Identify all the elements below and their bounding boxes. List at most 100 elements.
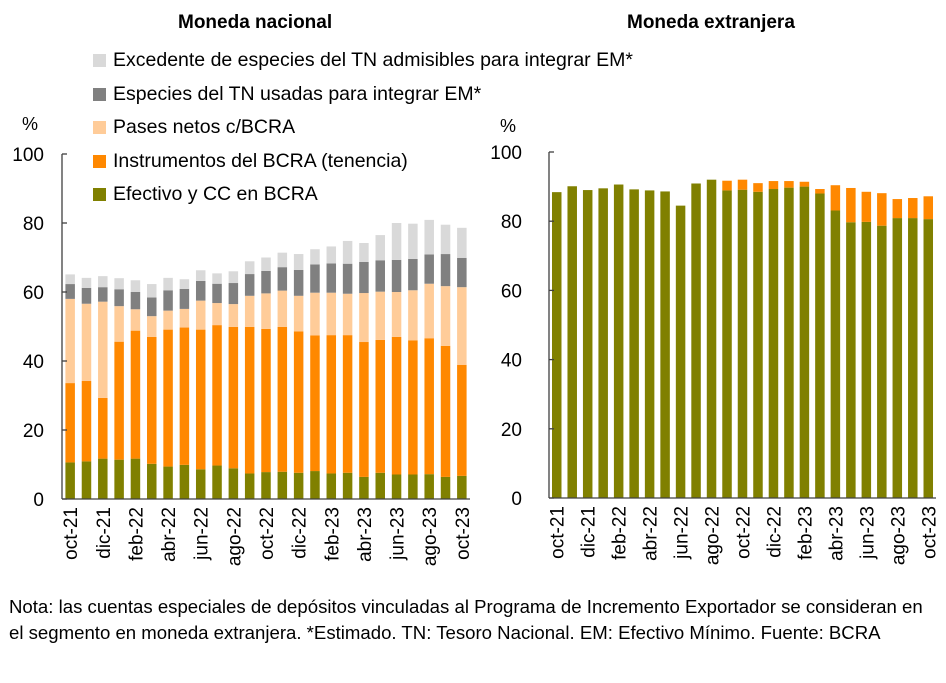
bar-nacional-feb-22-s4 bbox=[130, 280, 141, 292]
bar-extranjera-ene-22-s0 bbox=[598, 188, 608, 498]
bar-nacional-may-22-s2 bbox=[179, 308, 190, 328]
bar-nacional-nov-21-s3 bbox=[81, 287, 92, 304]
bar-extranjera-feb-22-s0 bbox=[613, 184, 624, 498]
bar-extranjera-ago-23-s0 bbox=[892, 218, 903, 498]
bar-nacional-dic-22-s1 bbox=[293, 331, 304, 473]
bar-extranjera-abr-22-s0 bbox=[644, 190, 655, 498]
bar-extranjera-dic-22-s1 bbox=[768, 181, 779, 190]
y-tick-label-extranjera-60: 60 bbox=[501, 281, 522, 302]
x-tick-label-nacional-oct-21: oct-21 bbox=[61, 507, 82, 560]
bar-nacional-ene-22-s2 bbox=[114, 306, 124, 342]
bar-extranjera-mar-23-s1 bbox=[815, 189, 825, 194]
bar-nacional-dic-22-s2 bbox=[293, 295, 304, 332]
bar-extranjera-may-22-s0 bbox=[660, 191, 670, 498]
legend-swatch bbox=[93, 154, 106, 168]
bar-extranjera-nov-21-s0 bbox=[567, 186, 577, 498]
bar-nacional-sep-23-s0 bbox=[440, 476, 451, 499]
y-tick-label-extranjera-80: 80 bbox=[501, 212, 522, 233]
bar-extranjera-oct-22-s0 bbox=[737, 189, 748, 498]
bar-nacional-ago-23-s3 bbox=[424, 254, 434, 284]
bar-extranjera-may-23-s1 bbox=[846, 187, 856, 223]
x-tick-label-nacional-ago-23: ago-23 bbox=[420, 507, 441, 566]
x-tick-label-extranjera-oct-21: oct-21 bbox=[548, 506, 569, 559]
bar-extranjera-dic-21-s0 bbox=[582, 190, 593, 498]
bar-nacional-mar-22-s2 bbox=[147, 316, 157, 337]
legend-label: Pases netos c/BCRA bbox=[113, 116, 296, 139]
bar-nacional-ene-22-s1 bbox=[114, 341, 124, 460]
bar-nacional-jul-22-s0 bbox=[212, 465, 222, 499]
bar-nacional-dic-21-s1 bbox=[98, 397, 108, 459]
bar-nacional-jul-22-s3 bbox=[212, 283, 222, 304]
bar-nacional-may-22-s1 bbox=[179, 327, 190, 465]
legend-swatch bbox=[93, 121, 106, 135]
legend-item-excedente: Excedente de especies del TN admisibles … bbox=[93, 44, 633, 78]
bar-nacional-jun-22-s0 bbox=[195, 469, 206, 499]
bar-nacional-abr-22-s4 bbox=[163, 277, 173, 291]
bar-nacional-dic-22-s0 bbox=[293, 472, 304, 499]
y-axis-unit-left: % bbox=[22, 114, 39, 134]
bar-extranjera-sep-22-s1 bbox=[722, 180, 732, 191]
bar-nacional-abr-23-s3 bbox=[359, 261, 369, 294]
y-tick-label-extranjera-0: 0 bbox=[511, 489, 522, 510]
bar-extranjera-jun-23-s0 bbox=[861, 221, 872, 498]
bar-nacional-feb-22-s3 bbox=[130, 292, 141, 310]
bar-nacional-ago-22-s2 bbox=[228, 304, 239, 327]
bar-nacional-abr-22-s1 bbox=[163, 329, 173, 467]
legend-item-instrumentos: Instrumentos del BCRA (tenencia) bbox=[93, 145, 633, 179]
y-tick-label-extranjera-40: 40 bbox=[501, 351, 522, 372]
x-tick-label-nacional-ago-22: ago-22 bbox=[224, 507, 245, 566]
bar-extranjera-oct-23-s0 bbox=[923, 219, 934, 498]
bar-nacional-may-23-s1 bbox=[375, 339, 385, 473]
bar-nacional-jul-22-s2 bbox=[212, 303, 222, 326]
bar-extranjera-jun-22-s0 bbox=[675, 205, 686, 498]
legend-item-pases-netos: Pases netos c/BCRA bbox=[93, 111, 633, 145]
bar-extranjera-ago-23-s1 bbox=[892, 199, 903, 219]
bar-nacional-abr-22-s2 bbox=[163, 310, 173, 330]
bar-nacional-ene-22-s0 bbox=[114, 459, 124, 499]
bar-nacional-oct-21-s3 bbox=[65, 284, 75, 299]
bar-extranjera-may-23-s0 bbox=[846, 222, 856, 499]
bar-nacional-abr-22-s0 bbox=[163, 466, 173, 499]
bar-nacional-nov-22-s2 bbox=[277, 290, 288, 327]
x-tick-label-extranjera-oct-23: oct-23 bbox=[919, 506, 940, 559]
bar-nacional-may-23-s2 bbox=[375, 291, 385, 340]
bar-nacional-ago-22-s1 bbox=[228, 326, 239, 469]
y-tick-label-nacional-100: 100 bbox=[12, 145, 44, 166]
x-tick-label-nacional-jun-23: jun-23 bbox=[388, 507, 409, 561]
bar-nacional-ene-23-s3 bbox=[310, 264, 320, 293]
y-axis-unit-right: % bbox=[500, 116, 517, 136]
bar-nacional-mar-22-s4 bbox=[147, 284, 157, 298]
bar-nacional-abr-23-s0 bbox=[359, 476, 369, 499]
bar-nacional-may-22-s4 bbox=[179, 279, 190, 289]
bar-nacional-jun-23-s3 bbox=[391, 259, 402, 292]
bar-nacional-jul-23-s2 bbox=[408, 290, 418, 341]
bar-nacional-mar-23-s2 bbox=[342, 293, 353, 336]
x-tick-label-nacional-abr-22: abr-22 bbox=[159, 507, 180, 562]
bar-nacional-jun-23-s1 bbox=[391, 336, 402, 475]
bar-nacional-feb-23-s2 bbox=[326, 292, 337, 336]
bar-nacional-may-22-s0 bbox=[179, 464, 190, 499]
bar-extranjera-nov-22-s1 bbox=[753, 183, 763, 192]
bar-nacional-ago-22-s0 bbox=[228, 468, 239, 499]
bar-extranjera-abr-23-s0 bbox=[830, 210, 841, 498]
bar-nacional-jul-23-s0 bbox=[408, 474, 418, 499]
legend-item-especies-usadas: Especies del TN usadas para integrar EM* bbox=[93, 78, 633, 112]
bar-extranjera-mar-23-s0 bbox=[815, 193, 825, 498]
bar-nacional-dic-21-s4 bbox=[98, 276, 108, 288]
bar-nacional-nov-21-s4 bbox=[81, 277, 92, 288]
bar-nacional-abr-23-s4 bbox=[359, 243, 369, 262]
y-tick-label-nacional-0: 0 bbox=[33, 490, 44, 511]
legend-label: Efectivo y CC en BCRA bbox=[113, 183, 318, 206]
bar-nacional-jul-23-s3 bbox=[408, 258, 418, 291]
bar-nacional-oct-22-s2 bbox=[261, 293, 271, 329]
bar-nacional-oct-21-s0 bbox=[65, 462, 75, 499]
bar-extranjera-oct-23-s1 bbox=[923, 196, 934, 220]
bar-nacional-nov-22-s0 bbox=[277, 471, 288, 499]
bar-nacional-ago-23-s0 bbox=[424, 474, 434, 499]
bar-nacional-jun-23-s2 bbox=[391, 292, 402, 337]
bar-extranjera-nov-22-s0 bbox=[753, 191, 763, 499]
y-tick-label-nacional-20: 20 bbox=[23, 421, 44, 442]
bar-extranjera-dic-22-s0 bbox=[768, 189, 779, 498]
bar-extranjera-jul-23-s1 bbox=[877, 193, 887, 226]
bar-nacional-mar-22-s0 bbox=[147, 463, 157, 499]
